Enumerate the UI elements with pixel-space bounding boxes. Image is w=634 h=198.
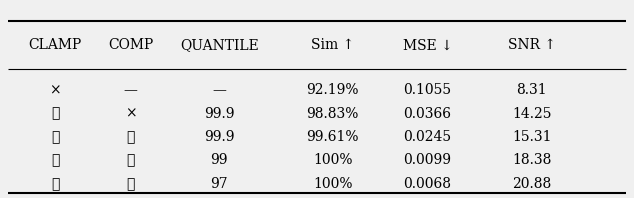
Text: ×: × (49, 83, 61, 97)
Text: 20.88: 20.88 (512, 177, 551, 191)
Text: 92.19%: 92.19% (306, 83, 359, 97)
Text: COMP: COMP (108, 38, 153, 52)
Text: ✓: ✓ (51, 177, 59, 191)
Text: 0.1055: 0.1055 (403, 83, 451, 97)
Text: Sim ↑: Sim ↑ (311, 38, 354, 52)
Text: 99: 99 (210, 153, 228, 168)
Text: 0.0068: 0.0068 (403, 177, 451, 191)
Text: 0.0366: 0.0366 (403, 107, 451, 121)
Text: 97: 97 (210, 177, 228, 191)
Text: 99.9: 99.9 (204, 107, 235, 121)
Text: 100%: 100% (313, 153, 353, 168)
Text: 0.0099: 0.0099 (403, 153, 451, 168)
Text: 98.83%: 98.83% (307, 107, 359, 121)
Text: 99.61%: 99.61% (306, 130, 359, 144)
Text: SNR ↑: SNR ↑ (508, 38, 555, 52)
Text: CLAMP: CLAMP (29, 38, 82, 52)
Text: ×: × (125, 107, 136, 121)
Text: 18.38: 18.38 (512, 153, 552, 168)
Text: 100%: 100% (313, 177, 353, 191)
Text: 8.31: 8.31 (516, 83, 547, 97)
Text: ✓: ✓ (127, 177, 135, 191)
Text: 15.31: 15.31 (512, 130, 552, 144)
Text: MSE ↓: MSE ↓ (403, 38, 452, 52)
Text: 14.25: 14.25 (512, 107, 552, 121)
Text: —: — (124, 83, 138, 97)
Text: ✓: ✓ (127, 130, 135, 144)
Text: ✓: ✓ (127, 153, 135, 168)
Text: 99.9: 99.9 (204, 130, 235, 144)
Text: QUANTILE: QUANTILE (180, 38, 259, 52)
Text: ✓: ✓ (51, 130, 59, 144)
Text: ✓: ✓ (51, 153, 59, 168)
Text: 0.0245: 0.0245 (403, 130, 451, 144)
Text: —: — (212, 83, 226, 97)
Text: ✓: ✓ (51, 107, 59, 121)
